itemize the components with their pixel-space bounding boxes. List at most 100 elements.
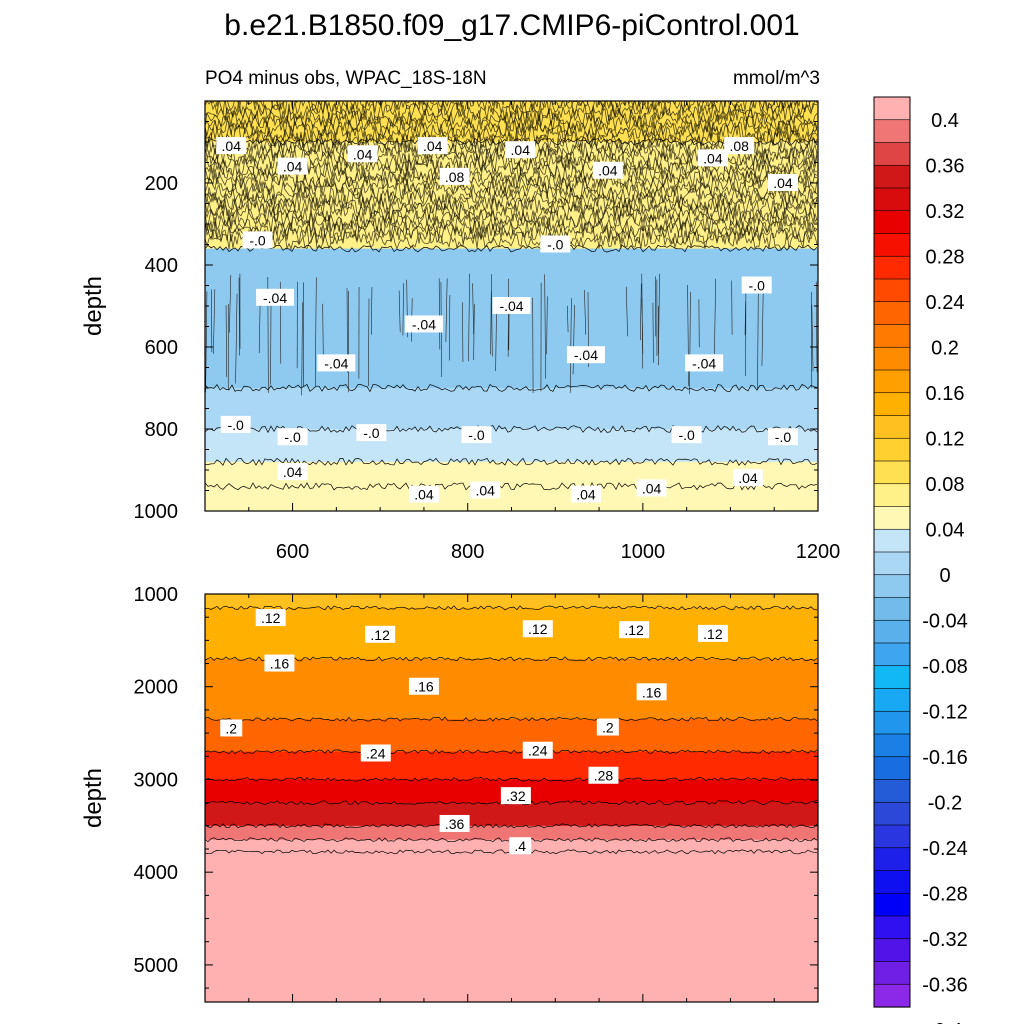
contour-label-text: .28 bbox=[594, 768, 614, 784]
contour-label-box bbox=[277, 463, 308, 481]
colorbar-swatch bbox=[873, 210, 911, 235]
lower-contour-line-6 bbox=[205, 823, 818, 829]
upper-dense-contour-19 bbox=[205, 196, 818, 218]
colorbar-tick-label: -0.2 bbox=[928, 792, 962, 814]
contour-label-text: .04 bbox=[283, 464, 303, 480]
upper-streak-5 bbox=[490, 274, 493, 357]
contour-label-box bbox=[685, 354, 724, 372]
colorbar-swatch bbox=[873, 779, 911, 803]
colorbar-tick-label: -0.12 bbox=[922, 701, 968, 723]
colorbar-swatch bbox=[873, 255, 911, 280]
contour-label-text: .04 bbox=[475, 483, 495, 499]
upper-streak-13 bbox=[402, 283, 404, 336]
contour-label-box bbox=[220, 415, 251, 433]
contour-label-text: -.0 bbox=[468, 427, 485, 443]
upper-dense-contour-18 bbox=[205, 191, 818, 212]
colorbar-swatch bbox=[873, 983, 911, 1008]
contour-label-text: .4 bbox=[514, 838, 526, 854]
contour-label-text: .12 bbox=[528, 621, 548, 637]
upper-streak-56 bbox=[490, 291, 492, 355]
upper-streak-3 bbox=[689, 292, 691, 395]
colorbar-swatch bbox=[873, 870, 911, 894]
upper-streak-44 bbox=[314, 277, 317, 386]
contour-label-box bbox=[566, 346, 605, 364]
contour-label-box bbox=[522, 741, 553, 759]
upper-layer-3 bbox=[205, 388, 818, 430]
contour-label-text: .36 bbox=[445, 816, 465, 832]
upper-contour-label: -.0 bbox=[277, 428, 308, 446]
upper-contour-label: .04 bbox=[697, 149, 728, 167]
upper-contour-label: .04 bbox=[767, 174, 798, 191]
contour-label-box bbox=[636, 683, 667, 701]
upper-contour-label: .04 bbox=[408, 485, 439, 503]
lower-contour-label: .16 bbox=[408, 677, 439, 695]
colorbar-swatch bbox=[873, 710, 911, 735]
lower-panel: .12 .12 .12 .12 .12 .16 .16 .16 .2 .2 .24 .24 .28 .32… bbox=[80, 584, 819, 1003]
contour-label-box bbox=[732, 469, 763, 487]
upper-dense-contour-25 bbox=[205, 230, 818, 250]
upper-contour-label: .04 bbox=[216, 137, 247, 155]
contour-label-text: -.04 bbox=[263, 290, 287, 306]
contour-label-box bbox=[461, 426, 492, 444]
upper-contour-label: -.04 bbox=[256, 288, 295, 306]
upper-contour-label: -.04 bbox=[404, 315, 443, 333]
colorbar-swatch bbox=[873, 619, 911, 644]
contour-label-text: -.0 bbox=[227, 417, 244, 433]
upper-contour-label: -.04 bbox=[492, 297, 531, 314]
lower-contour-label: .32 bbox=[500, 787, 531, 805]
upper-contour-label: -.0 bbox=[671, 426, 702, 444]
lower-contour-label: .16 bbox=[636, 683, 667, 701]
contour-label-text: -.0 bbox=[363, 425, 380, 441]
colorbar-tick-label: -0.28 bbox=[922, 883, 968, 905]
lower-contour-label: .12 bbox=[619, 621, 650, 639]
colorbar-swatch bbox=[873, 437, 911, 462]
upper-streak-66 bbox=[205, 291, 208, 393]
lower-contour-line-3 bbox=[205, 749, 818, 755]
colorbar-swatch bbox=[873, 233, 911, 257]
upper-dense-contour-21 bbox=[205, 207, 818, 229]
upper-panel: .04.04.04.04.08.04.04.04.08.04-.0 -.0-.0-… bbox=[80, 100, 840, 563]
contour-label-box bbox=[592, 161, 623, 179]
contour-label-box bbox=[347, 145, 378, 163]
contour-label-box bbox=[671, 426, 702, 444]
upper-streak-18 bbox=[761, 279, 764, 366]
colorbar-tick-label: 0 bbox=[939, 565, 950, 587]
upper-contour-label: -.0 bbox=[242, 231, 273, 249]
upper-contour-label: .04 bbox=[636, 479, 667, 497]
chart-units: mmol/m^3 bbox=[733, 68, 820, 89]
contour-label-text: .16 bbox=[414, 679, 434, 695]
colorbar-swatch bbox=[873, 278, 911, 303]
lower-contour-label: .12 bbox=[697, 624, 728, 642]
upper-streak-38 bbox=[398, 290, 401, 333]
upper-streak-39 bbox=[238, 277, 240, 356]
upper-streak-57 bbox=[625, 286, 628, 337]
upper-streak-6 bbox=[368, 298, 370, 387]
upper-contour-label: .04 bbox=[505, 141, 536, 159]
contour-label-box bbox=[256, 288, 295, 306]
upper-contour-label: .04 bbox=[347, 145, 378, 163]
contour-label-text: .12 bbox=[370, 627, 390, 643]
contour-label-box bbox=[500, 787, 531, 805]
contour-label-text: .08 bbox=[445, 169, 465, 185]
colorbar-tick-label: -0.24 bbox=[922, 838, 968, 860]
lower-y-axis-label: depth bbox=[80, 768, 107, 828]
colorbar-swatch bbox=[873, 528, 911, 553]
colorbar-swatch bbox=[873, 597, 911, 621]
upper-streak-46 bbox=[370, 287, 373, 335]
colorbar-swatch bbox=[873, 824, 911, 849]
upper-streak-14 bbox=[569, 298, 572, 393]
contour-label-box bbox=[317, 354, 356, 372]
lower-contour-label: .16 bbox=[264, 654, 295, 672]
colorbar-swatch bbox=[873, 642, 911, 667]
contour-label-text: -.0 bbox=[547, 237, 564, 253]
colorbar-swatch bbox=[873, 688, 911, 712]
lower-layer-7 bbox=[205, 825, 818, 841]
colorbar-swatch bbox=[873, 961, 911, 985]
contour-label-box bbox=[417, 137, 448, 155]
upper-streak-54 bbox=[584, 290, 587, 335]
colorbar-tick-label: -0.4 bbox=[928, 1020, 962, 1024]
upper-streak-4 bbox=[640, 283, 642, 341]
lower-plot-area: .12 .12 .12 .12 .12 .16 .16 .16 .2 .2 .24 .24 .28 .32… bbox=[205, 594, 818, 1002]
upper-contour-label: .04 bbox=[592, 161, 623, 179]
upper-streak-2 bbox=[213, 289, 216, 354]
